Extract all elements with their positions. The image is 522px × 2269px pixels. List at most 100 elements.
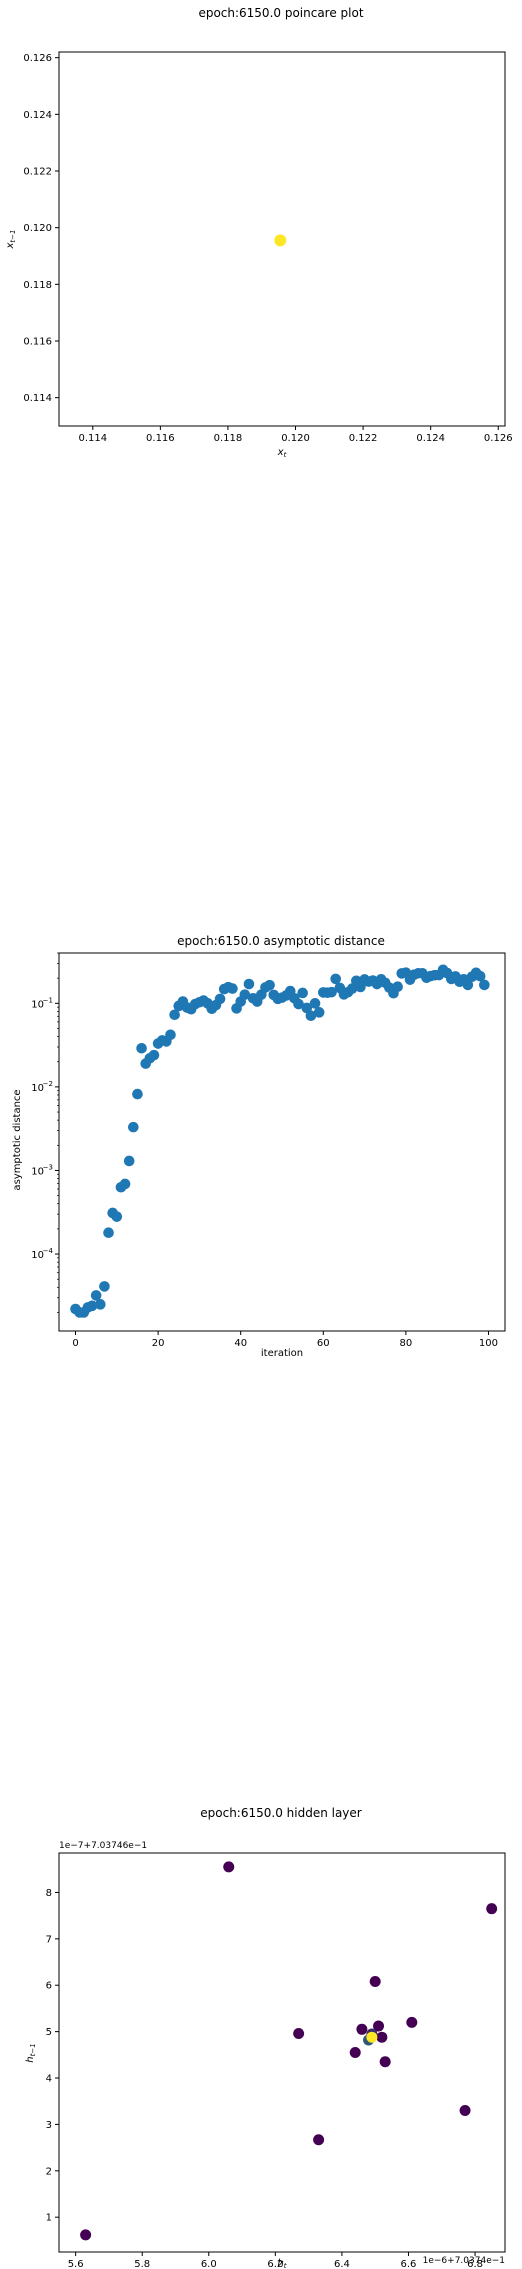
asymptotic-point — [99, 1281, 110, 1292]
asymptotic-point — [346, 983, 358, 994]
asymptotic-y-tick-label: 10 — [31, 999, 44, 1010]
asymptotic-plot-frame — [58, 952, 506, 1332]
poincare-x-tick-label: 0.126 — [484, 433, 513, 444]
asymptotic-y-tick-exponent: −2 — [43, 1080, 53, 1088]
asymptotic-point — [462, 979, 474, 991]
hidden-point — [373, 2020, 385, 2032]
poincare-x-tick-label: 0.118 — [214, 433, 243, 444]
hidden-point — [313, 2134, 325, 2146]
hidden-y-ticks: 1 2 3 4 5 6 7 8 — [46, 1888, 59, 2224]
hidden-y-tick-label: 8 — [46, 1888, 52, 1899]
asymptotic-point — [119, 1178, 131, 1190]
asymptotic-y-tick-exponent: −1 — [43, 996, 53, 1004]
asymptotic-point — [330, 973, 341, 985]
poincare-y-tick-label: 0.116 — [23, 337, 52, 348]
hidden-x-tick-label: 5.8 — [134, 2259, 150, 2269]
asymptotic-point — [305, 1010, 317, 1022]
asymptotic-y-tick-exponent: −3 — [43, 1163, 53, 1171]
hidden-x-tick-label: 6.0 — [201, 2259, 217, 2269]
asymptotic-point — [313, 1007, 325, 1018]
asymptotic-y-tick-label: 10 — [31, 1166, 44, 1177]
poincare-y-tick-label: 0.120 — [23, 223, 52, 234]
asymptotic-title: epoch:6150.0 asymptotic distance — [177, 934, 385, 948]
asymptotic-x-tick-label: 20 — [152, 1338, 165, 1349]
hidden-point — [349, 2047, 361, 2058]
asymptotic-y-tick-exponent: −4 — [43, 1247, 54, 1255]
poincare-title: epoch:6150.0 poincare plot — [198, 6, 363, 20]
hidden-point — [459, 2104, 471, 2116]
asymptotic-point — [479, 979, 490, 991]
poincare-y-tick-label: 0.124 — [23, 110, 52, 121]
poincare-x-tick-label: 0.114 — [78, 433, 107, 444]
hidden-title: epoch:6150.0 hidden layer — [200, 1806, 362, 1820]
hidden-y-tick-label: 6 — [46, 1981, 52, 1992]
hidden-point — [223, 1861, 235, 1873]
hidden-point — [80, 2229, 92, 2241]
hidden-y-tick-label: 7 — [46, 1934, 52, 1945]
poincare-y-ticks: 0.114 0.116 0.118 0.120 0.122 0.124 0.126 — [23, 53, 59, 404]
asymptotic-point — [474, 970, 486, 982]
poincare-plot-frame — [58, 51, 506, 427]
asymptotic-point — [392, 981, 403, 993]
asymptotic-point — [264, 979, 275, 991]
asymptotic-x-tick-label: 100 — [479, 1338, 498, 1349]
asymptotic-point — [165, 1029, 176, 1041]
asymptotic-y-axis-label: asymptotic distance — [12, 1089, 23, 1190]
poincare-x-ticks: 0.114 0.116 0.118 0.120 0.122 0.124 0.126 — [78, 426, 513, 444]
asymptotic-y-tick-label: 10 — [31, 1250, 44, 1261]
asymptotic-point — [94, 1299, 106, 1310]
asymptotic-point — [214, 993, 226, 1005]
hidden-x-tick-label: 6.6 — [401, 2259, 417, 2269]
hidden-layer-chart: epoch:6150.0 hidden layer 1e−7+7.03746e−… — [25, 1806, 506, 2269]
hidden-point — [369, 1976, 381, 1988]
asymptotic-x-axis-label: iteration — [261, 1348, 303, 1359]
poincare-x-tick-label: 0.124 — [416, 433, 445, 444]
hidden-y-tick-label: 4 — [46, 2074, 52, 2085]
poincare-x-tick-label: 0.116 — [146, 433, 175, 444]
asymptotic-x-tick-label: 80 — [400, 1338, 413, 1349]
poincare-x-tick-label: 0.122 — [349, 433, 378, 444]
hidden-point — [356, 2023, 368, 2035]
asymptotic-point — [90, 1290, 102, 1301]
hidden-y-tick-label: 1 — [46, 2213, 52, 2224]
hidden-y-offset-label: 1e−7+7.03746e−1 — [59, 1841, 147, 1851]
asymptotic-point — [293, 998, 304, 1010]
asymptotic-point — [326, 986, 337, 998]
hidden-point — [293, 2027, 305, 2039]
asymptotic-point — [136, 1042, 147, 1054]
asymptotic-x-tick-label: 60 — [317, 1338, 330, 1349]
hidden-point — [379, 2056, 391, 2068]
asymptotic-point — [123, 1155, 135, 1167]
asymptotic-point — [86, 1300, 98, 1312]
asymptotic-point — [227, 983, 238, 994]
hidden-point — [376, 2031, 388, 2043]
asymptotic-point — [111, 1211, 123, 1222]
poincare-y-axis-label: xt−1 — [5, 230, 17, 250]
poincare-y-tick-label: 0.114 — [23, 393, 52, 404]
asymptotic-distance-chart: epoch:6150.0 asymptotic distance 10−410−… — [12, 934, 506, 1359]
poincare-points — [274, 234, 287, 247]
hidden-x-tick-label: 6.4 — [334, 2259, 350, 2269]
poincare-chart: epoch:6150.0 poincare plot 0.1140.1160.1… — [5, 6, 513, 459]
hidden-point — [406, 2016, 418, 2028]
hidden-point — [486, 1903, 498, 1915]
asymptotic-x-tick-label: 0 — [72, 1338, 78, 1349]
poincare-x-axis-label: xt — [277, 447, 287, 459]
asymptotic-point — [148, 1049, 160, 1061]
poincare-y-tick-label: 0.122 — [23, 167, 52, 178]
poincare-x-tick-label: 0.120 — [281, 433, 310, 444]
hidden-x-tick-label: 6.2 — [267, 2259, 283, 2269]
asymptotic-point — [297, 987, 308, 999]
hidden-y-tick-label: 3 — [46, 2120, 52, 2131]
asymptotic-point — [103, 1227, 114, 1239]
poincare-point — [274, 234, 287, 247]
hidden-x-offset-label: 1e−6+7.0374e−1 — [423, 2256, 505, 2266]
asymptotic-point — [128, 1121, 139, 1133]
asymptotic-y-tick-label: 10 — [31, 1083, 44, 1094]
hidden-x-tick-label: 5.6 — [68, 2259, 84, 2269]
hidden-point — [366, 2031, 378, 2043]
asymptotic-points — [70, 964, 490, 1318]
asymptotic-point — [169, 1009, 180, 1021]
hidden-y-axis-label: ht−1 — [25, 2043, 37, 2062]
